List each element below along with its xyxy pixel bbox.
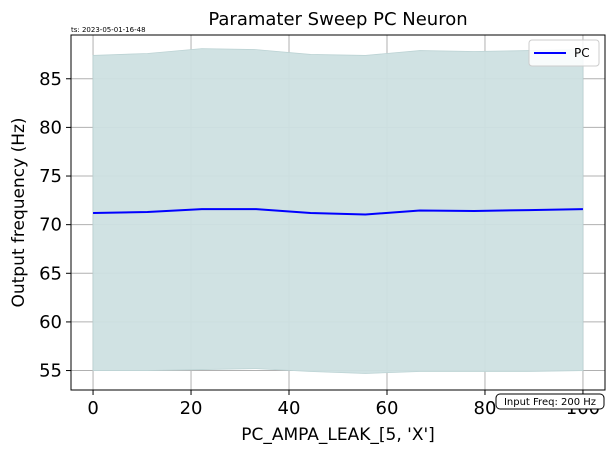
x-tick-label: 40: [278, 398, 301, 419]
input-freq-annotation: Input Freq: 200 Hz: [495, 393, 605, 410]
line-layer: [93, 208, 583, 216]
x-tick-label: 0: [87, 398, 98, 419]
chart-title: Paramater Sweep PC Neuron: [208, 9, 467, 30]
y-tick-label: 85: [39, 69, 62, 90]
legend-label-pc: PC: [574, 46, 590, 60]
band-layer: [92, 48, 584, 374]
range-band: [92, 48, 584, 374]
annotation-text: Input Freq: 200 Hz: [504, 397, 596, 408]
x-tick-label: 60: [376, 398, 399, 419]
tick-layer: 02040608010055606570758085: [39, 69, 600, 419]
y-tick-label: 65: [39, 263, 62, 284]
x-axis-label: PC_AMPA_LEAK_[5, 'X']: [241, 425, 435, 445]
y-tick-label: 55: [39, 361, 62, 382]
series-line-pc: [93, 208, 583, 216]
x-tick-label: 80: [474, 398, 497, 419]
y-tick-label: 60: [39, 312, 62, 333]
y-tick-label: 70: [39, 215, 62, 236]
timestamp: ts: 2023-05-01-16-48: [71, 26, 146, 34]
plot-frame: [70, 34, 606, 391]
annotation-box: [495, 393, 605, 410]
legend: PC: [528, 39, 600, 67]
y-tick-label: 75: [39, 166, 62, 187]
y-axis-label: Output frequency (Hz): [9, 117, 29, 307]
y-tick-label: 80: [39, 117, 62, 138]
x-tick-label: 20: [180, 398, 203, 419]
